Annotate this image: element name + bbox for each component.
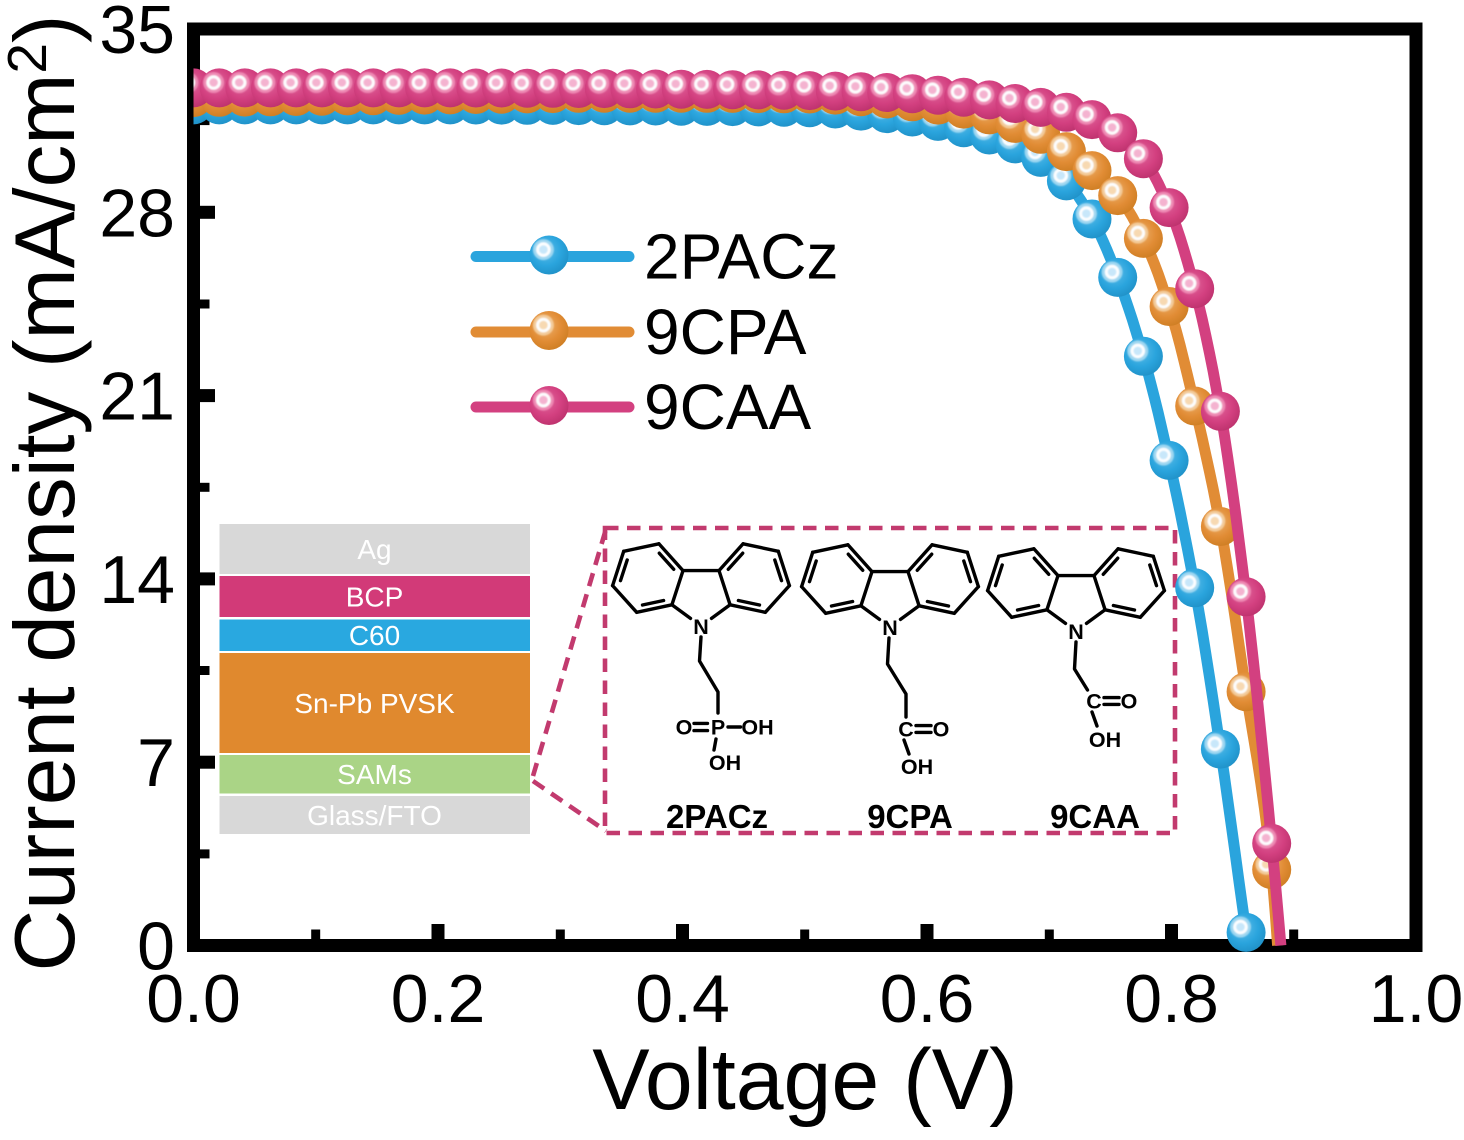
svg-text:0.2: 0.2: [391, 961, 486, 1037]
svg-text:Glass/FTO: Glass/FTO: [307, 800, 442, 831]
svg-text:N: N: [693, 615, 709, 639]
svg-text:N: N: [882, 616, 898, 640]
svg-text:Voltage (V): Voltage (V): [592, 1032, 1017, 1128]
svg-text:14: 14: [99, 542, 175, 618]
svg-text:9CAA: 9CAA: [644, 371, 812, 443]
svg-text:7: 7: [137, 725, 175, 801]
svg-text:0: 0: [137, 909, 175, 985]
svg-text:0.0: 0.0: [146, 961, 241, 1037]
svg-text:C60: C60: [349, 620, 400, 651]
svg-text:9CPA: 9CPA: [644, 296, 807, 368]
svg-text:Current density (mA/cm2): Current density (mA/cm2): [0, 14, 93, 971]
svg-text:BCP: BCP: [346, 582, 404, 613]
svg-text:OH: OH: [709, 751, 741, 775]
svg-text:0.8: 0.8: [1124, 961, 1219, 1037]
svg-text:0.6: 0.6: [880, 961, 975, 1037]
svg-text:1.0: 1.0: [1369, 961, 1464, 1037]
svg-text:OH: OH: [1089, 728, 1121, 752]
svg-text:OH: OH: [901, 755, 933, 779]
svg-text:21: 21: [99, 359, 175, 435]
svg-text:C: C: [898, 718, 914, 742]
svg-text:O: O: [1121, 690, 1138, 714]
svg-text:N: N: [1068, 620, 1084, 644]
svg-text:Ag: Ag: [357, 534, 391, 565]
svg-text:P: P: [711, 716, 725, 740]
svg-text:Sn-Pb PVSK: Sn-Pb PVSK: [294, 688, 455, 719]
svg-text:2PACz: 2PACz: [644, 221, 838, 293]
svg-text:OH: OH: [741, 716, 773, 740]
svg-text:SAMs: SAMs: [337, 759, 412, 790]
svg-text:0.4: 0.4: [635, 961, 730, 1037]
svg-text:2PACz: 2PACz: [666, 798, 768, 835]
svg-text:35: 35: [99, 0, 175, 68]
svg-text:C: C: [1086, 690, 1102, 714]
svg-text:28: 28: [99, 175, 175, 251]
svg-text:O: O: [933, 718, 950, 742]
svg-text:9CAA: 9CAA: [1050, 798, 1140, 835]
svg-text:O: O: [676, 716, 693, 740]
svg-text:9CPA: 9CPA: [867, 798, 953, 835]
